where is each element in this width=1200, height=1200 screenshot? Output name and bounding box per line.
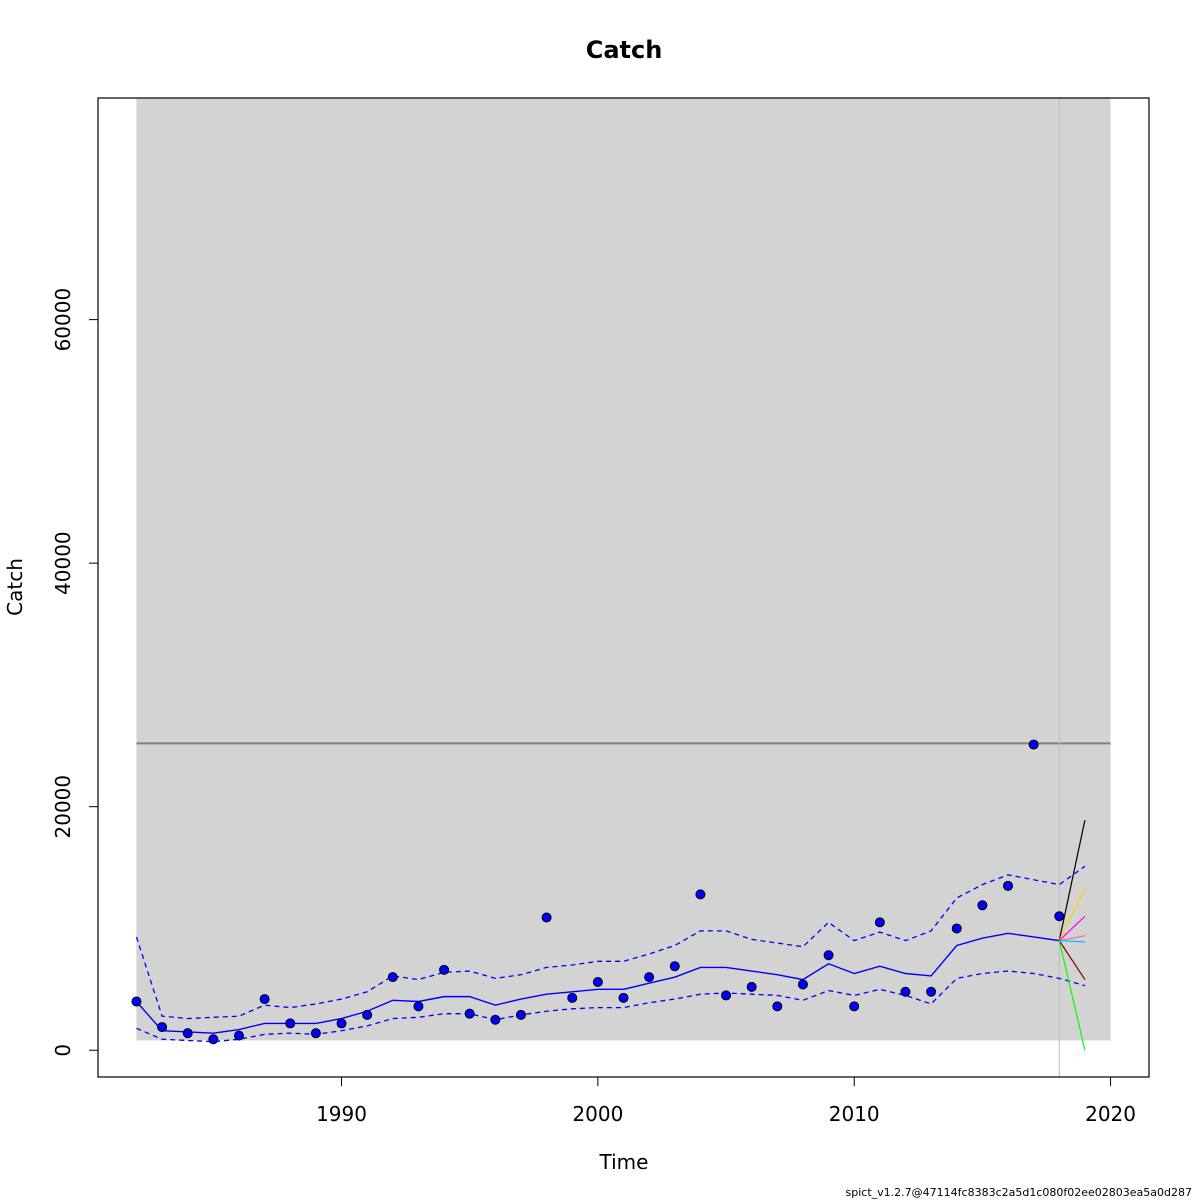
observed-point (387, 972, 398, 983)
forecast-scenario-line-7 (1058, 940, 1086, 1051)
observed-point (541, 912, 552, 923)
forecast-scenario-line-4 (1059, 935, 1086, 942)
observed-point (669, 961, 680, 972)
y-tick-label: 20000 (51, 775, 75, 839)
forecast-scenario-line-5 (1059, 940, 1085, 943)
observed-point (721, 990, 732, 1001)
x-tick-label: 2000 (572, 1102, 623, 1126)
observed-point (285, 1018, 296, 1029)
observed-point (310, 1028, 321, 1039)
plot-frame (97, 97, 1150, 1078)
observed-point (695, 889, 706, 900)
observed-point (926, 986, 937, 997)
forecast-scenario-line-2 (1058, 887, 1086, 941)
observed-point (746, 981, 757, 992)
observed-point (772, 1001, 783, 1012)
forecast-scenario-line-3 (1058, 915, 1086, 942)
observed-point (413, 1001, 424, 1012)
observed-point (157, 1022, 168, 1033)
forecast-scenario-line-6 (1058, 940, 1086, 980)
fit-upper-band (135, 865, 1086, 1020)
observed-point (464, 1008, 475, 1019)
observed-point (823, 950, 834, 961)
footer-version: spict_v1.2.7@47114fc8383c2a5d1c080f02ee0… (846, 1186, 1192, 1199)
x-axis-label: Time (599, 1150, 649, 1174)
observed-point (439, 964, 450, 975)
observed-point (1003, 880, 1014, 891)
y-tick-label: 0 (51, 1044, 75, 1057)
observed-point (362, 1009, 373, 1020)
observed-point (874, 917, 885, 928)
observed-point (977, 900, 988, 911)
observed-point (208, 1034, 219, 1045)
shaded-region (136, 98, 1111, 1041)
observed-point (182, 1028, 193, 1039)
observed-point (797, 979, 808, 990)
y-tick-label: 60000 (51, 288, 75, 352)
observed-point (849, 1001, 860, 1012)
observed-point (336, 1018, 347, 1029)
x-tick-label: 2010 (829, 1102, 880, 1126)
observed-point (259, 994, 270, 1005)
plot-layer: 1990 2000 2010 2020 0 20000 40000 60000 (51, 97, 1150, 1126)
observed-point (592, 977, 603, 988)
observed-point (490, 1014, 501, 1025)
observed-point (618, 992, 629, 1003)
observed-point (1054, 911, 1065, 922)
observed-point (131, 996, 142, 1007)
forecast-scenario-line-1 (1058, 819, 1086, 941)
observed-point (233, 1030, 244, 1041)
observed-point (951, 923, 962, 934)
x-tick-label: 1990 (316, 1102, 367, 1126)
observed-point (1028, 739, 1039, 750)
observed-point (900, 986, 911, 997)
chart-title: Catch (586, 36, 663, 64)
y-tick-label: 40000 (51, 531, 75, 595)
fit-lower-band (136, 970, 1086, 1043)
observed-point (644, 972, 655, 983)
y-axis-label: Catch (3, 558, 27, 616)
observed-point (515, 1009, 526, 1020)
x-tick-label: 2020 (1085, 1102, 1136, 1126)
observed-point (567, 992, 578, 1003)
